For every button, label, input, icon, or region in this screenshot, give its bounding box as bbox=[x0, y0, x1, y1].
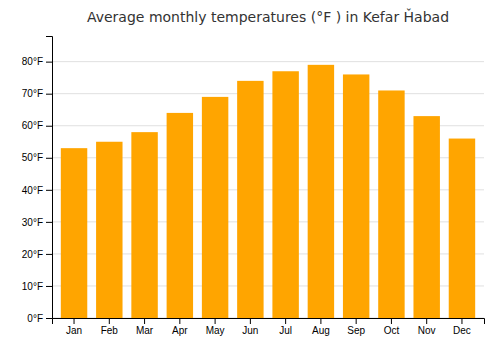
y-tick-mark bbox=[46, 190, 52, 191]
bar bbox=[202, 97, 228, 318]
y-tick-label: 0°F bbox=[27, 313, 43, 324]
bar bbox=[343, 74, 369, 318]
x-tick-mark bbox=[74, 318, 75, 324]
grid-line bbox=[52, 93, 484, 94]
x-tick-label: Jun bbox=[242, 325, 258, 336]
x-tick-mark bbox=[215, 318, 216, 324]
y-tick-label: 30°F bbox=[22, 217, 43, 228]
x-tick-mark bbox=[109, 318, 110, 324]
bar bbox=[449, 139, 475, 318]
x-tick: Feb bbox=[101, 318, 119, 336]
x-tick-label: Jul bbox=[279, 325, 292, 336]
y-axis: 0°F 10°F 20°F 30°F 40°F 50°F 60°F 70°F 80°F bbox=[22, 37, 53, 324]
x-tick: Nov bbox=[418, 318, 436, 336]
bar bbox=[413, 116, 439, 318]
bar bbox=[167, 113, 193, 318]
y-tick-label: 70°F bbox=[22, 88, 43, 99]
chart-container: 0°F 10°F 20°F 30°F 40°F 50°F 60°F 70°F 80°F Jan Fe… bbox=[0, 0, 500, 350]
x-tick-label: Aug bbox=[312, 325, 330, 336]
x-tick: Mar bbox=[136, 318, 154, 336]
y-tick: 0°F bbox=[27, 313, 52, 324]
x-tick-mark bbox=[461, 318, 462, 324]
title: Average monthly temperatures (°F ) in Ke… bbox=[87, 8, 449, 25]
x-tick-mark bbox=[285, 318, 286, 324]
x-tick-mark bbox=[144, 318, 145, 324]
bar bbox=[308, 65, 334, 318]
x-tick: Sep bbox=[347, 318, 365, 336]
x-tick: Jan bbox=[66, 318, 82, 336]
x-axis: Jan Feb Mar Apr May Jun Jul Aug Sep Oct Nov Dec bbox=[53, 318, 485, 336]
y-tick-label: 50°F bbox=[22, 152, 43, 163]
y-tick-label: 10°F bbox=[22, 281, 43, 292]
x-tick-label: Mar bbox=[136, 325, 154, 336]
y-tick-mark bbox=[46, 94, 52, 95]
x-tick: Apr bbox=[172, 318, 188, 336]
x-tick-label: Oct bbox=[384, 325, 400, 336]
y-tick-label: 80°F bbox=[22, 56, 43, 67]
y-tick: 60°F bbox=[22, 120, 52, 131]
y-tick: 70°F bbox=[22, 88, 52, 99]
x-tick-label: Dec bbox=[453, 325, 471, 336]
x-tick-label: Feb bbox=[101, 325, 119, 336]
x-axis-line bbox=[53, 319, 485, 325]
x-tick-mark bbox=[391, 318, 392, 324]
bar bbox=[61, 148, 87, 318]
x-tick-label: Jan bbox=[66, 325, 82, 336]
x-tick-label: Apr bbox=[172, 325, 188, 336]
y-tick-label: 60°F bbox=[22, 120, 43, 131]
y-tick-label: 40°F bbox=[22, 185, 43, 196]
bars bbox=[61, 65, 475, 318]
x-tick-mark bbox=[179, 318, 180, 324]
y-tick: 10°F bbox=[22, 281, 52, 292]
x-tick-label: Sep bbox=[347, 325, 365, 336]
bar bbox=[131, 132, 157, 318]
bar bbox=[378, 90, 404, 318]
grid bbox=[52, 62, 484, 318]
x-tick-mark bbox=[426, 318, 427, 324]
y-tick-mark bbox=[46, 286, 52, 287]
chart-svg: 0°F 10°F 20°F 30°F 40°F 50°F 60°F 70°F 80°F Jan Fe… bbox=[0, 0, 500, 350]
y-tick: 30°F bbox=[22, 217, 52, 228]
y-tick-label: 20°F bbox=[22, 249, 43, 260]
y-tick-mark bbox=[46, 62, 52, 63]
bar bbox=[237, 81, 263, 318]
x-tick-label: Nov bbox=[418, 325, 436, 336]
y-tick-mark bbox=[46, 254, 52, 255]
y-tick: 80°F bbox=[22, 56, 52, 67]
x-tick: Aug bbox=[312, 318, 330, 336]
x-tick: Jun bbox=[242, 318, 258, 336]
y-tick-mark bbox=[46, 158, 52, 159]
y-tick-mark bbox=[46, 222, 52, 223]
x-tick: Dec bbox=[453, 318, 471, 336]
bar bbox=[96, 142, 122, 318]
y-axis-line bbox=[46, 37, 53, 319]
x-tick: May bbox=[206, 318, 225, 336]
y-tick: 20°F bbox=[22, 249, 52, 260]
x-tick-mark bbox=[250, 318, 251, 324]
grid-line bbox=[52, 61, 484, 62]
y-tick-mark bbox=[46, 126, 52, 127]
x-tick-mark bbox=[320, 318, 321, 324]
y-tick-mark bbox=[46, 318, 52, 319]
x-tick: Jul bbox=[279, 318, 292, 336]
x-tick-mark bbox=[356, 318, 357, 324]
x-tick: Oct bbox=[384, 318, 400, 336]
x-tick-label: May bbox=[206, 325, 225, 336]
y-tick: 40°F bbox=[22, 185, 52, 196]
y-tick: 50°F bbox=[22, 152, 52, 163]
bar bbox=[272, 71, 298, 318]
